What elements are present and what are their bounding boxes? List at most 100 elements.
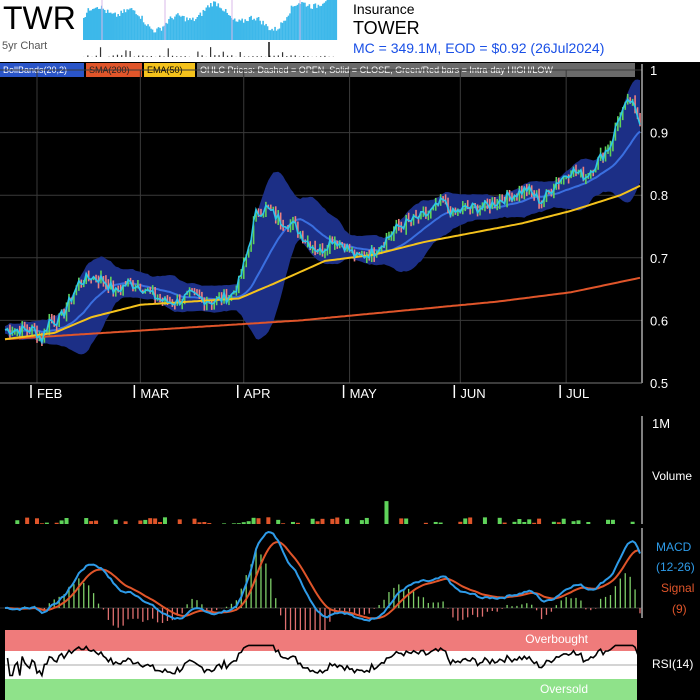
sparkline-bar: [169, 16, 172, 40]
sparkline-bar: [102, 8, 105, 40]
sparkline-bar: [121, 12, 124, 40]
sparkline-volume-bar: [320, 56, 322, 57]
volume-bar: [94, 520, 99, 524]
sparkline-volume-bar: [112, 55, 114, 57]
sparkline-bar: [305, 6, 308, 40]
volume-bar: [330, 518, 335, 524]
sparkline-volume-bar: [252, 56, 254, 57]
volume-bar: [276, 519, 281, 524]
volume-bar: [586, 521, 591, 524]
ema50-line: [4, 184, 641, 341]
sparkline-volume-bar: [180, 56, 182, 57]
sparkline-bar: [326, 0, 329, 41]
volume-bar: [236, 523, 241, 524]
sparkline-bar: [130, 8, 133, 40]
sparkline-volume-bar: [138, 55, 140, 57]
sparkline-bar: [254, 20, 257, 40]
sparkline-bar: [331, 0, 333, 40]
sparkline-bar: [283, 20, 285, 40]
sparkline-bar: [117, 13, 119, 40]
volume-bar: [482, 517, 487, 524]
sparkline-volume-bar: [163, 56, 165, 57]
sparkline-bar: [233, 18, 236, 40]
sparkline-volume-bar: [176, 56, 178, 57]
volume-bar: [399, 518, 404, 524]
sparkline-volume-bar: [146, 56, 148, 57]
volume-bar: [532, 522, 537, 524]
volume-bar: [290, 521, 295, 524]
sparkline-bar: [106, 9, 109, 40]
volume-bar: [335, 517, 340, 524]
sparkline-bar: [313, 4, 315, 40]
sparkline-bar: [229, 15, 232, 40]
sparkline-bar: [251, 19, 254, 40]
y-tick-label: 0.5: [650, 376, 668, 391]
volume-bar: [251, 517, 256, 524]
volume-bar: [143, 519, 148, 524]
volume-bar: [359, 520, 364, 524]
volume-bar: [89, 521, 94, 524]
sparkline-bar: [181, 15, 184, 40]
volume-bar: [610, 519, 615, 524]
sparkline-bar: [156, 28, 158, 40]
sparkline-bar: [266, 26, 269, 40]
sparkline-bar: [289, 13, 291, 40]
volume-bar: [561, 518, 566, 524]
sparkline-bar: [83, 17, 85, 40]
sparkline-bar: [207, 5, 209, 40]
rsi-line: [6, 644, 641, 678]
sparkline-bar: [220, 8, 223, 40]
signal-params-label: (9): [672, 602, 687, 616]
sparkline-bar: [302, 2, 305, 41]
sparkline-bar: [278, 28, 281, 40]
sparkline-bar: [236, 21, 239, 40]
sparkline-bar: [316, 7, 318, 41]
volume-bar: [463, 518, 468, 524]
sparkline-volume-bar: [87, 55, 89, 57]
sparkline-bar: [259, 20, 261, 40]
volume-bar: [537, 518, 542, 524]
sparkline-bar: [295, 5, 297, 40]
sparkline-bar: [215, 6, 218, 41]
volume-bar: [64, 517, 69, 524]
price-lines: [4, 98, 641, 345]
volume-bar: [458, 521, 463, 524]
sparkline-bar: [187, 20, 190, 40]
month-label: MAR: [140, 386, 169, 401]
sparkline-bar: [159, 27, 161, 40]
sparkline-bar: [147, 24, 149, 40]
sparkline-volume-bar: [248, 56, 250, 57]
sparkline-bar: [112, 13, 115, 40]
volume-bar: [497, 517, 502, 524]
month-label: JUL: [566, 386, 589, 401]
sparkline-volume-bar: [116, 54, 119, 57]
y-tick-label: 1: [650, 63, 657, 78]
sparkline-volume-bar: [307, 56, 309, 57]
volume-panel: 1M Volume: [15, 416, 692, 524]
volume-bar: [281, 523, 286, 524]
volume-bar: [266, 517, 271, 524]
sparkline-bar: [133, 10, 136, 41]
volume-bar: [202, 522, 207, 524]
sparkline-bar: [145, 25, 148, 40]
volume-bar: [571, 521, 576, 524]
volume-bar: [345, 518, 350, 524]
overbought-zone: [5, 630, 637, 651]
sparkline-volume-bar: [281, 52, 284, 57]
y-tick-label: 0.8: [650, 188, 668, 203]
sparkline-bar: [91, 8, 94, 40]
volume-bar: [423, 522, 428, 524]
sparkline-bar: [172, 19, 175, 40]
sparkline-volume-bar: [277, 55, 279, 57]
five-year-sparkline[interactable]: [0, 0, 345, 62]
sparkline-bar: [132, 10, 134, 40]
sparkline-bar: [103, 9, 106, 40]
sparkline-bar: [201, 15, 203, 40]
sparkline-volume-bar: [273, 55, 275, 57]
macd-params-label: (12-26): [656, 560, 695, 574]
sparkline-bar: [186, 17, 188, 40]
month-label: FEB: [37, 386, 62, 401]
sparkline-bar: [115, 16, 118, 40]
volume-bar: [192, 518, 197, 524]
sparkline-bar: [335, 0, 338, 41]
